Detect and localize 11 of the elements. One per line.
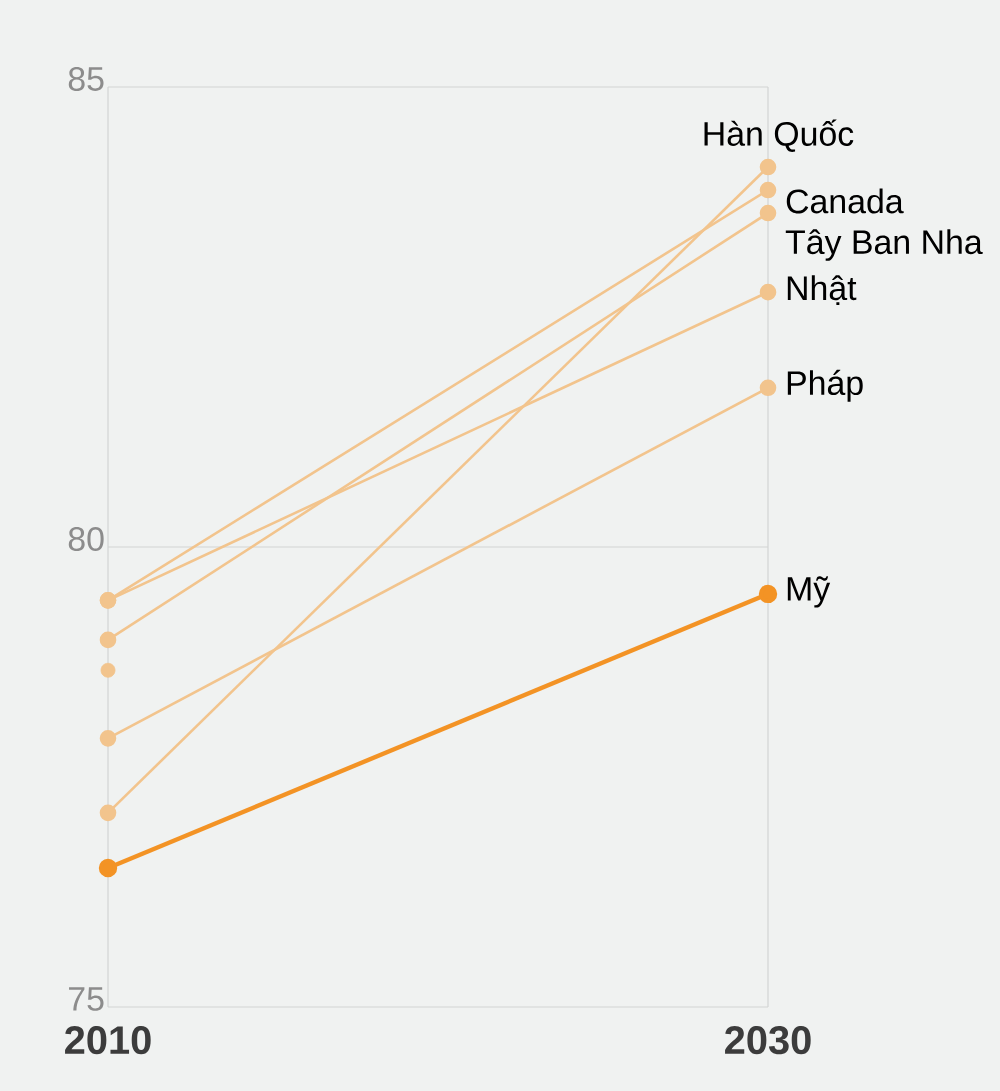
x-tick-label: 2010 xyxy=(65,1026,151,1055)
y-tick-label: 80 xyxy=(68,526,104,551)
series-label: Nhật xyxy=(787,275,857,306)
y-tick-label: 75 xyxy=(69,987,104,1011)
series-label: Canada xyxy=(786,188,904,214)
x-tick-label: 2030 xyxy=(725,1026,811,1055)
series-label: Pháp xyxy=(787,369,863,402)
y-tick-label: 85 xyxy=(68,66,104,91)
series-label: Mỹ xyxy=(787,576,831,608)
series-label: Tây Ban Nha xyxy=(785,229,983,261)
series-label: Hàn Quốc xyxy=(704,119,854,152)
